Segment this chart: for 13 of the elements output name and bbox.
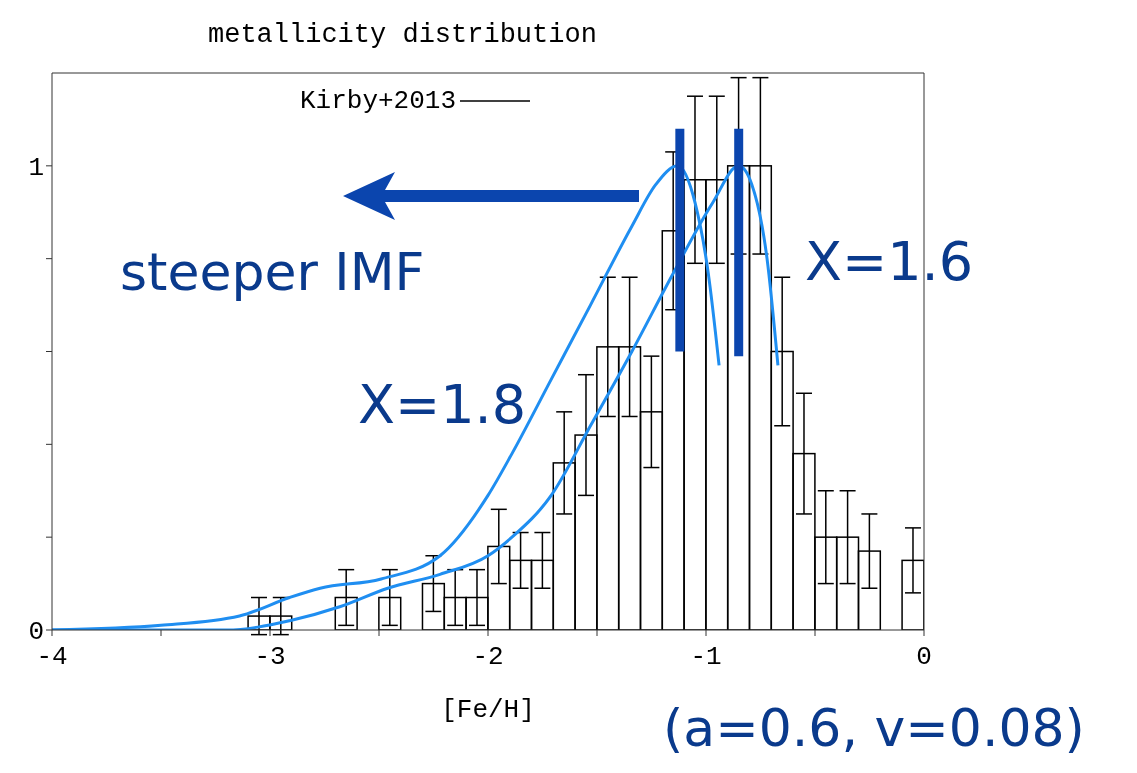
x-tick-label: -3 <box>254 642 286 673</box>
x-tick-label: -1 <box>690 642 722 673</box>
chart-title: metallicity distribution <box>208 20 597 50</box>
x-tick-label: 0 <box>916 642 932 673</box>
series-label: X=1.8 <box>358 373 527 436</box>
text: (a=0.6, v=0.08) <box>663 698 1085 758</box>
series-label: X=1.6 <box>805 230 974 293</box>
x-tick-label: -4 <box>36 642 68 673</box>
y-tick-label: 1 <box>28 153 44 184</box>
x-axis-title: [Fe/H] <box>441 695 535 725</box>
annotation: steeper IMF <box>120 242 425 302</box>
x-tick-label: -2 <box>472 642 504 673</box>
legend-label: Kirby+2013 <box>300 86 457 116</box>
